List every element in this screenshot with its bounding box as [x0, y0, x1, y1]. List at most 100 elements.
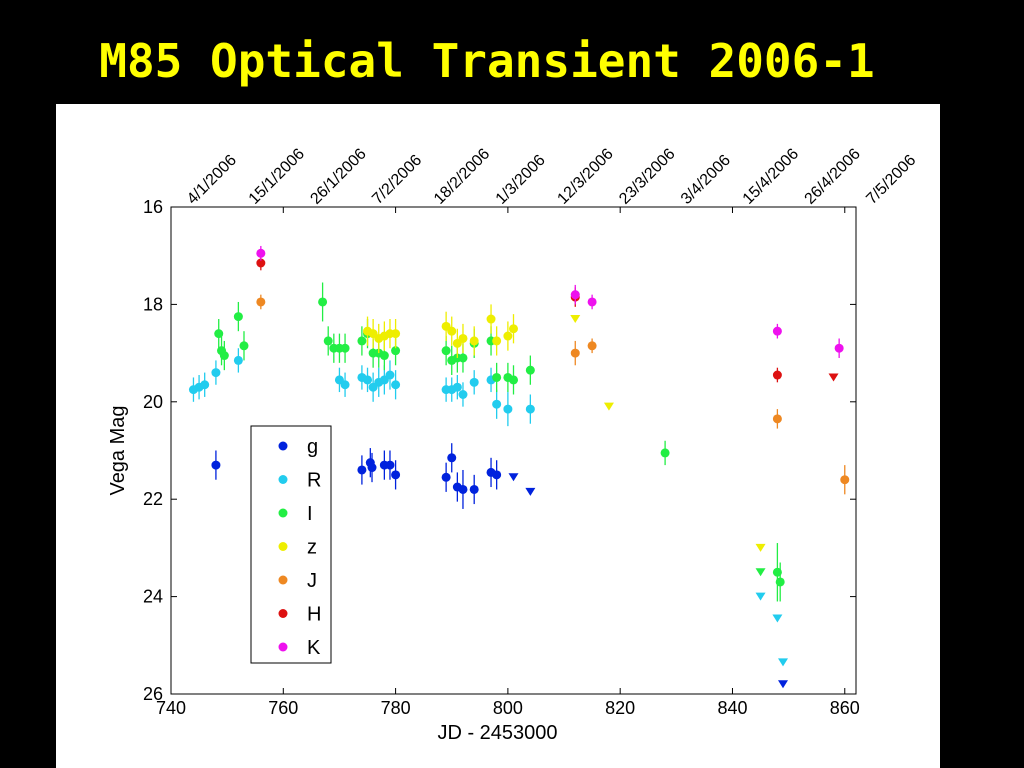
data-point-J	[587, 341, 597, 351]
upper-limit-I	[755, 568, 766, 577]
data-point-J	[840, 475, 850, 485]
data-point-R	[363, 375, 373, 385]
data-point-g	[458, 484, 468, 494]
data-point-z	[492, 336, 502, 346]
upper-limit-z	[755, 543, 766, 552]
date-tick-label: 15/1/2006	[246, 145, 308, 207]
data-point-I	[219, 351, 229, 361]
data-point-I	[458, 353, 468, 363]
y-tick-label: 18	[143, 294, 163, 314]
legend-marker-J	[278, 575, 288, 585]
data-point-I	[775, 577, 785, 587]
data-point-I	[525, 365, 535, 375]
data-point-g	[447, 453, 457, 463]
data-point-J	[256, 297, 266, 307]
legend-label-J: J	[307, 570, 317, 592]
legend-label-z: z	[307, 537, 317, 559]
data-point-g	[367, 463, 377, 473]
x-tick-label: 760	[268, 698, 298, 718]
data-point-R	[211, 368, 221, 378]
data-point-R	[492, 399, 502, 409]
date-tick-label: 7/5/2006	[863, 152, 919, 208]
data-point-R	[525, 404, 535, 414]
data-point-z	[503, 331, 513, 341]
data-point-R	[458, 389, 468, 399]
data-point-g	[391, 470, 401, 480]
date-tick-label: 26/4/2006	[802, 145, 864, 207]
data-point-R	[340, 380, 350, 390]
x-tick-label: 800	[493, 698, 523, 718]
upper-limit-R	[772, 614, 783, 623]
legend-marker-K	[278, 642, 288, 652]
date-tick-label: 3/4/2006	[678, 152, 734, 208]
data-point-I	[441, 346, 451, 356]
upper-limit-g	[778, 680, 789, 689]
date-tick-label: 4/1/2006	[184, 152, 240, 208]
legend-label-g: g	[307, 436, 318, 458]
legend-marker-R	[278, 475, 288, 484]
data-point-z	[469, 336, 479, 346]
y-tick-label: 22	[143, 489, 163, 509]
data-point-R	[469, 377, 479, 387]
legend-label-R: R	[307, 470, 321, 492]
data-point-I	[239, 341, 249, 351]
data-point-I	[318, 297, 328, 307]
data-point-I	[509, 375, 518, 385]
data-point-I	[391, 346, 401, 356]
data-point-K	[587, 297, 597, 307]
upper-limit-H	[828, 373, 839, 382]
light-curve-chart: 740 760 780 800 820 840 860 16 18 20 22 24 26 4/1/200…	[107, 145, 919, 744]
legend-label-H: H	[307, 604, 321, 626]
data-point-H	[772, 370, 782, 380]
legend-box	[250, 425, 332, 664]
legend-marker-I	[278, 508, 288, 518]
y-tick-label: 16	[143, 197, 163, 217]
data-point-I	[323, 336, 333, 346]
data-point-I	[214, 329, 224, 339]
data-point-R	[385, 370, 395, 380]
data-point-R	[200, 380, 210, 390]
x-tick-label: 780	[381, 698, 411, 718]
upper-limit-z	[570, 315, 581, 324]
y-axis-title: Vega Mag	[107, 405, 129, 495]
x-tick-label: 860	[830, 698, 860, 718]
y-tick-label: 24	[143, 587, 163, 607]
data-point-I	[492, 372, 502, 382]
data-point-z	[509, 324, 518, 334]
legend-label-I: I	[307, 503, 313, 525]
data-point-J	[570, 348, 580, 358]
data-point-z	[447, 326, 457, 336]
data-point-I	[340, 343, 350, 353]
date-tick-label: 26/1/2006	[307, 145, 369, 207]
upper-limit-R	[778, 658, 789, 667]
data-point-I	[660, 448, 670, 458]
data-point-g	[469, 484, 479, 494]
data-point-J	[772, 414, 782, 424]
y-tick-label: 20	[143, 392, 163, 412]
data-point-z	[458, 333, 468, 343]
x-tick-label: 840	[717, 698, 747, 718]
data-point-g	[385, 460, 395, 470]
date-tick-label: 7/2/2006	[369, 152, 425, 208]
data-point-K	[570, 290, 580, 300]
legend-marker-H	[278, 609, 288, 618]
x-axis-title: JD - 2453000	[437, 722, 557, 744]
date-tick-label: 23/3/2006	[616, 145, 678, 207]
date-tick-label: 18/2/2006	[431, 145, 493, 207]
data-point-R	[503, 404, 513, 414]
slide-title: M85 Optical Transient 2006-1	[99, 34, 875, 88]
upper-limit-z	[603, 402, 614, 411]
data-point-g	[441, 472, 451, 482]
data-point-K	[256, 248, 266, 258]
data-point-K	[834, 343, 844, 353]
upper-limit-g	[508, 473, 519, 482]
legend-label-K: K	[307, 637, 321, 659]
legend-marker-z	[278, 542, 288, 551]
data-point-g	[492, 470, 502, 480]
x-tick-label: 820	[605, 698, 635, 718]
date-tick-label: 1/3/2006	[493, 152, 549, 208]
upper-limit-R	[755, 592, 766, 601]
data-point-K	[772, 326, 782, 336]
plot-frame	[170, 206, 857, 695]
data-point-R	[452, 382, 462, 392]
